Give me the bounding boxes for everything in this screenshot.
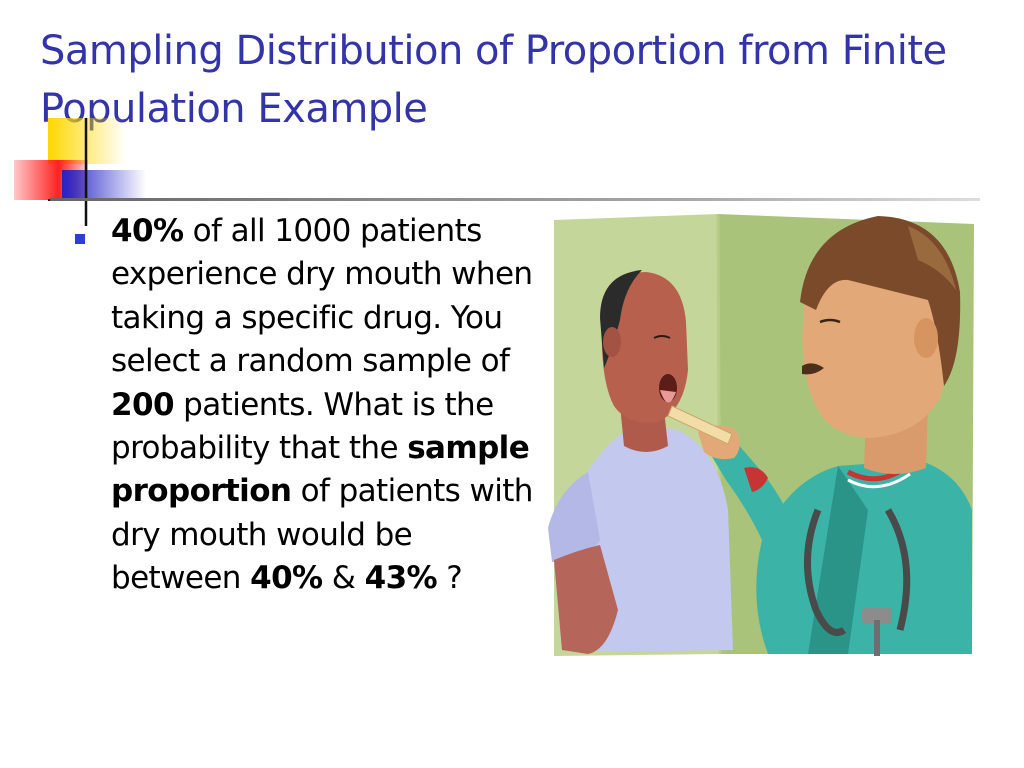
- slide-title: Sampling Distribution of Proportion from…: [40, 28, 947, 132]
- bold-percent-40: 40%: [111, 213, 184, 249]
- bold-sample-size: 200: [111, 386, 175, 423]
- bullet-list: 40% of all 1000 patients experience dry …: [72, 210, 537, 601]
- bullet-text-segment: of patients with dry mouth would be betw…: [111, 473, 533, 597]
- bullet-text-segment: ?: [437, 560, 463, 597]
- bullet-item: 40% of all 1000 patients experience dry …: [111, 210, 537, 601]
- bullet-text-segment: of all 1000 patients experience dry mout…: [111, 213, 533, 380]
- bold-percent-40-range: 40%: [250, 560, 323, 597]
- doctor-examining-patient-clipart: [548, 213, 974, 656]
- bullet-text-segment: patients. What is the probability that t…: [111, 386, 494, 467]
- title-underline: [50, 198, 980, 201]
- square-bullet-icon: [75, 234, 85, 244]
- bullet-text-segment: &: [322, 560, 365, 597]
- bold-sample-proportion: sample proportion: [111, 430, 530, 510]
- bold-percent-43: 43%: [364, 560, 438, 597]
